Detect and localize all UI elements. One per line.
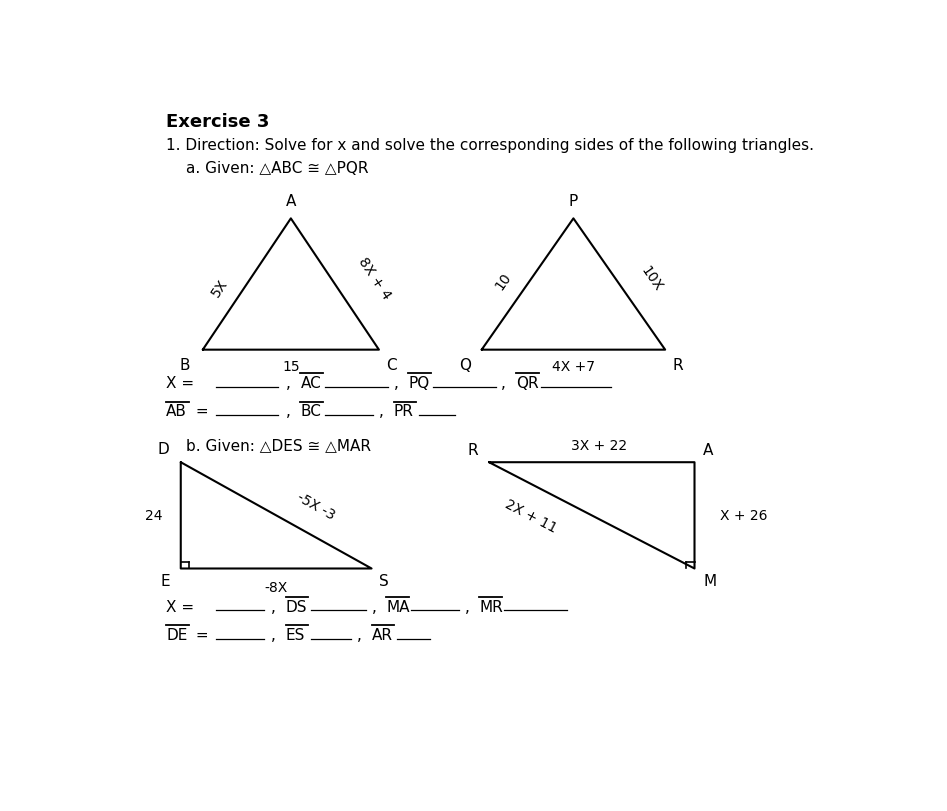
Text: A: A	[704, 443, 714, 457]
Text: 10: 10	[492, 270, 514, 293]
Text: DS: DS	[286, 599, 307, 614]
Text: MR: MR	[479, 599, 503, 614]
Text: ES: ES	[286, 627, 305, 642]
Text: X + 26: X + 26	[721, 508, 768, 523]
Text: AB: AB	[166, 404, 187, 419]
Text: 15: 15	[282, 359, 299, 374]
Text: a. Given: △ABC ≅ △PQR: a. Given: △ABC ≅ △PQR	[186, 161, 368, 176]
Text: A: A	[286, 194, 296, 209]
Text: =: =	[191, 627, 208, 642]
Text: Exercise 3: Exercise 3	[166, 113, 270, 131]
Text: ,: ,	[357, 627, 366, 642]
Text: =: =	[191, 404, 208, 419]
Text: ,: ,	[271, 627, 280, 642]
Text: B: B	[179, 358, 189, 373]
Text: ,: ,	[286, 404, 295, 419]
Text: C: C	[386, 358, 397, 373]
Text: 10X: 10X	[637, 264, 665, 294]
Text: AC: AC	[300, 375, 321, 390]
Text: 3X + 22: 3X + 22	[571, 439, 627, 453]
Text: R: R	[468, 443, 478, 457]
Text: 5X: 5X	[209, 277, 231, 299]
Text: PR: PR	[394, 404, 414, 419]
Text: MA: MA	[386, 599, 410, 614]
Text: Q: Q	[458, 358, 471, 373]
Text: X =: X =	[166, 375, 199, 390]
Text: ,: ,	[394, 375, 403, 390]
Text: X =: X =	[166, 599, 199, 614]
Text: ,: ,	[502, 375, 511, 390]
Text: -8X: -8X	[264, 580, 288, 594]
Text: AR: AR	[371, 627, 393, 642]
Text: D: D	[158, 441, 170, 457]
Text: 1. Direction: Solve for x and solve the corresponding sides of the following tri: 1. Direction: Solve for x and solve the …	[166, 138, 814, 153]
Text: PQ: PQ	[408, 375, 430, 390]
Text: DE: DE	[166, 627, 188, 642]
Text: b. Given: △DES ≅ △MAR: b. Given: △DES ≅ △MAR	[186, 438, 371, 453]
Text: 8X + 4: 8X + 4	[355, 255, 393, 302]
Text: BC: BC	[300, 404, 321, 419]
Text: QR: QR	[516, 375, 539, 390]
Text: ,: ,	[465, 599, 474, 614]
Text: ,: ,	[379, 404, 388, 419]
Text: ,: ,	[271, 599, 280, 614]
Text: S: S	[379, 574, 388, 589]
Text: 4X +7: 4X +7	[552, 359, 595, 374]
Text: ,: ,	[286, 375, 295, 390]
Text: -5X -3: -5X -3	[295, 490, 337, 522]
Text: 2X + 11: 2X + 11	[502, 496, 559, 535]
Text: M: M	[704, 574, 717, 589]
Text: ,: ,	[371, 599, 382, 614]
Text: P: P	[569, 194, 578, 209]
Text: R: R	[672, 358, 683, 373]
Text: 24: 24	[145, 508, 163, 523]
Text: E: E	[160, 574, 170, 589]
